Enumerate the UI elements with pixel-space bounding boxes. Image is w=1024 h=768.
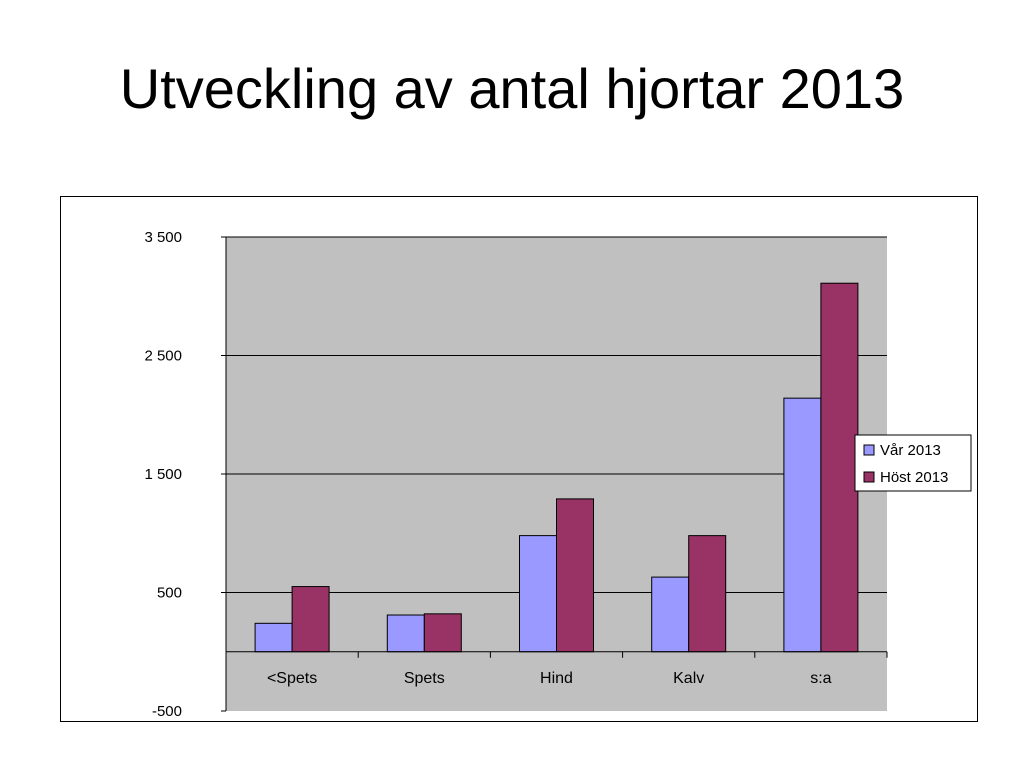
bar-host-4 xyxy=(820,282,859,653)
category-label-4: s:a xyxy=(810,670,831,687)
category-label-1: Spets xyxy=(404,670,445,687)
axes xyxy=(221,236,888,712)
category-label-3: Kalv xyxy=(673,670,704,687)
legend-label-1: Höst 2013 xyxy=(880,469,948,486)
category-label-2: Hind xyxy=(540,670,573,687)
bar-var-3 xyxy=(651,576,690,653)
y-tick-label-1: 500 xyxy=(157,585,182,602)
legend-swatch-0 xyxy=(863,444,875,456)
gridlines xyxy=(226,236,887,593)
bar-host-1 xyxy=(423,613,462,653)
bars xyxy=(254,282,859,653)
bar-host-3 xyxy=(688,535,727,653)
legend: Vår 2013 Höst 2013 xyxy=(854,434,972,492)
legend-label-0: Vår 2013 xyxy=(880,442,941,459)
chart-frame: -500 500 1 500 2 500 3 500 <Spets Spets Hind Kal… xyxy=(60,196,978,722)
legend-swatch-1 xyxy=(863,471,875,483)
bar-host-0 xyxy=(291,586,330,653)
bar-chart: -500 500 1 500 2 500 3 500 <Spets Spets Hind Kal… xyxy=(144,229,972,720)
y-tick-label-3: 2 500 xyxy=(144,348,182,365)
slide-title: Utveckling av antal hjortar 2013 xyxy=(119,57,905,120)
y-tick-label-0: -500 xyxy=(152,703,182,720)
y-tick-label-2: 1 500 xyxy=(144,466,182,483)
bar-host-2 xyxy=(556,498,594,653)
bar-var-2 xyxy=(519,535,557,653)
bar-var-4 xyxy=(783,397,822,653)
bar-var-1 xyxy=(386,614,425,653)
bar-var-0 xyxy=(254,622,293,653)
labels: -500 500 1 500 2 500 3 500 <Spets Spets Hind Kal… xyxy=(144,229,831,720)
y-tick-label-4: 3 500 xyxy=(144,229,182,246)
category-label-0: <Spets xyxy=(267,670,317,687)
